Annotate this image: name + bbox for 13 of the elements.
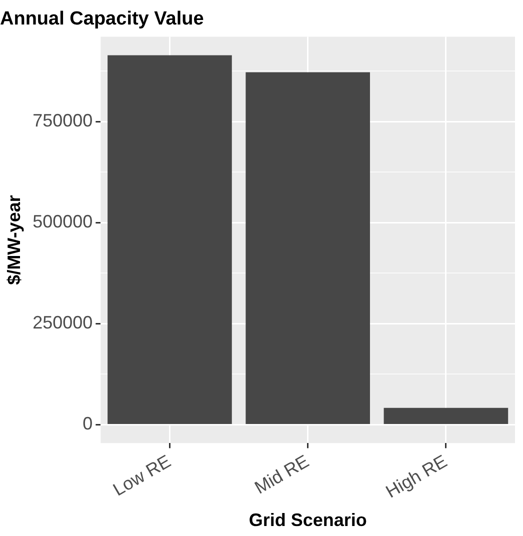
x-tick-label: High RE (382, 450, 450, 502)
bar (108, 55, 232, 424)
bar (246, 72, 370, 424)
y-tick-label: 500000 (32, 212, 93, 232)
x-axis-title: Grid Scenario (248, 510, 367, 530)
chart-title: Annual Capacity Value (0, 8, 204, 30)
y-tick-label: 250000 (32, 312, 93, 333)
y-tick-label: 750000 (32, 110, 93, 131)
bar (384, 408, 508, 424)
y-tick-label: 0 (82, 414, 93, 434)
x-tick-label: Low RE (110, 450, 174, 500)
y-axis-title: $/MW-year (4, 195, 24, 285)
x-tick-label: Mid RE (251, 450, 312, 498)
